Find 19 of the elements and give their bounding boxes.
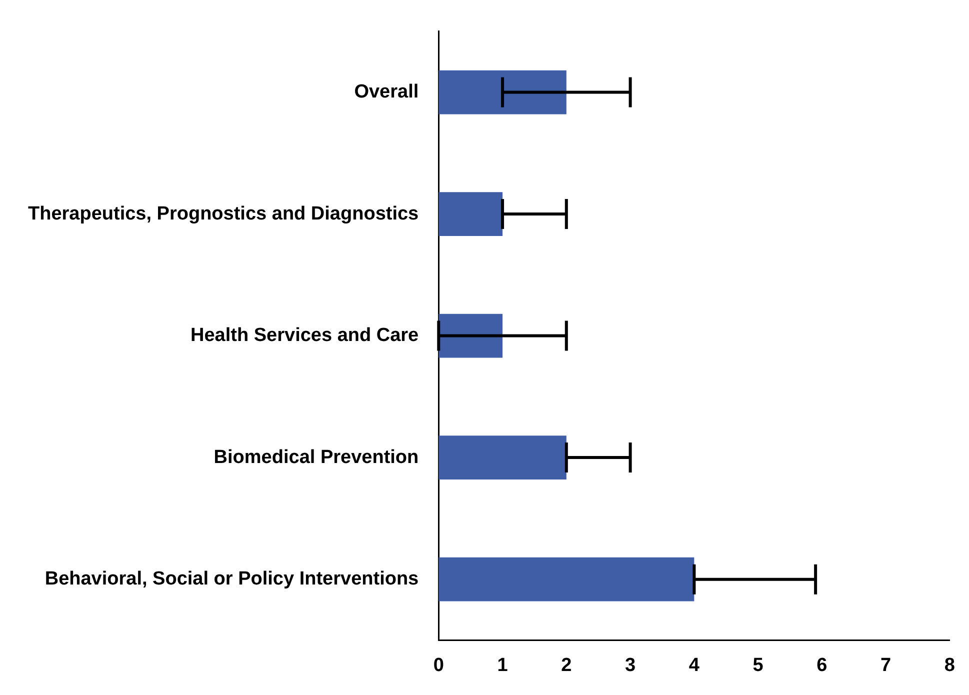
y-tick-label: Overall [354, 82, 419, 103]
x-tick-label: 0 [433, 654, 444, 676]
bar [438, 436, 566, 480]
bar [438, 192, 503, 236]
x-tick-label: 7 [880, 654, 892, 676]
y-tick-label: Biomedical Prevention [214, 446, 419, 468]
bar [438, 557, 694, 602]
x-tick-label: 1 [497, 654, 508, 676]
y-tick-label: Therapeutics, Prognostics and Diagnostics [28, 203, 419, 224]
x-tick-label: 4 [688, 654, 700, 676]
x-tick-label: 5 [752, 654, 764, 676]
bar [438, 70, 566, 114]
x-tick-label: 8 [944, 654, 956, 676]
x-tick-label: 6 [816, 654, 828, 676]
y-tick-label: Behavioral, Social or Policy Interventions [44, 568, 419, 590]
bar [438, 314, 503, 358]
x-tick-label: 2 [561, 654, 572, 676]
y-tick-label: Health Services and Care [190, 325, 419, 346]
x-tick-label: 3 [625, 654, 636, 676]
